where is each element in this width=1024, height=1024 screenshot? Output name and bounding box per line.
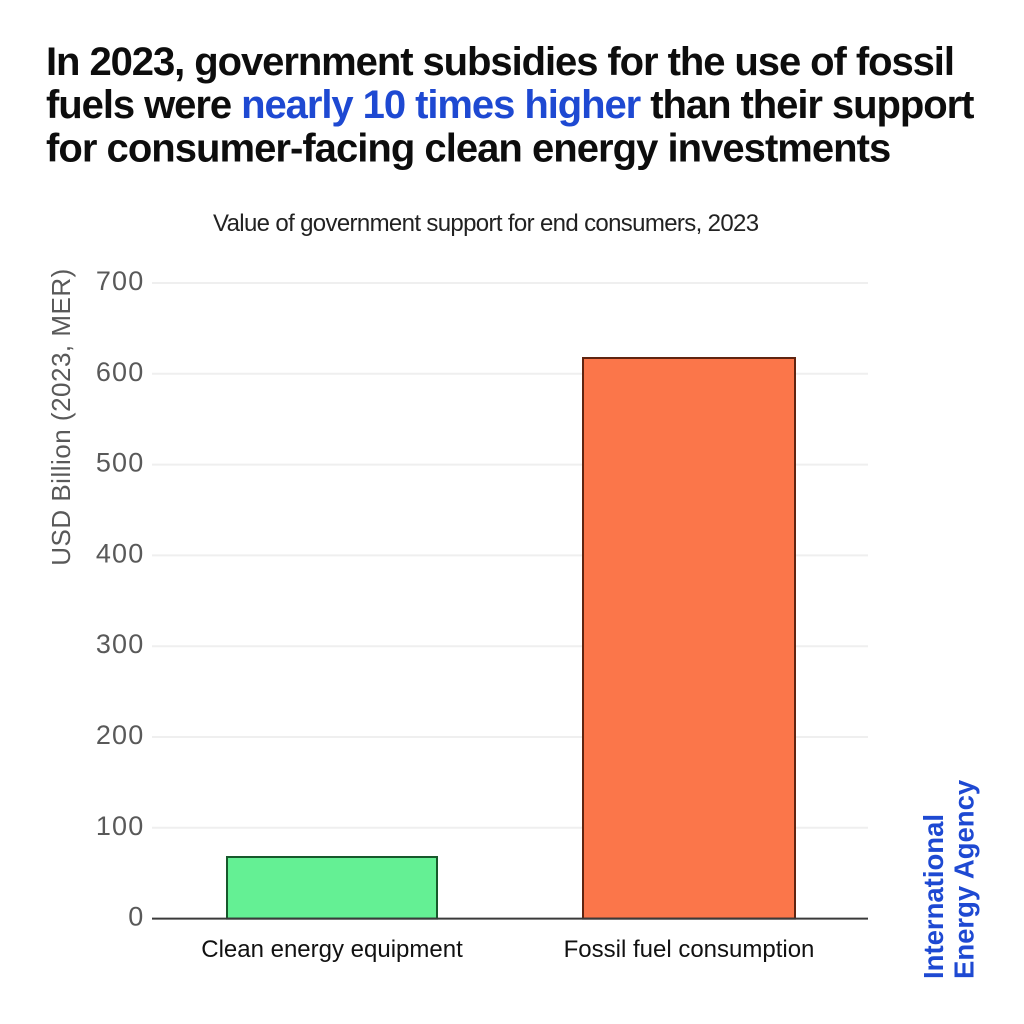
- svg-text:International: International: [918, 814, 949, 979]
- svg-text:700: 700: [96, 266, 145, 296]
- svg-text:400: 400: [96, 538, 145, 568]
- svg-text:Value of government support fo: Value of government support for end cons…: [213, 210, 759, 237]
- svg-text:Fossil fuel consumption: Fossil fuel consumption: [564, 936, 815, 963]
- svg-text:USD Billion (2023, MER): USD Billion (2023, MER): [46, 268, 76, 566]
- svg-text:300: 300: [96, 629, 145, 659]
- svg-text:200: 200: [96, 720, 145, 750]
- svg-text:for consumer-facing clean ener: for consumer-facing clean energy investm…: [46, 127, 890, 171]
- svg-text:100: 100: [96, 811, 145, 841]
- svg-text:Energy Agency: Energy Agency: [949, 779, 980, 979]
- svg-text:In 2023, government subsidies: In 2023, government subsidies for the us…: [46, 40, 954, 84]
- svg-text:500: 500: [96, 448, 145, 478]
- svg-text:600: 600: [96, 357, 145, 387]
- svg-text:fuels were nearly 10 times hig: fuels were nearly 10 times higher than t…: [46, 83, 974, 127]
- svg-text:Clean energy equipment: Clean energy equipment: [201, 936, 463, 963]
- svg-text:0: 0: [128, 902, 144, 932]
